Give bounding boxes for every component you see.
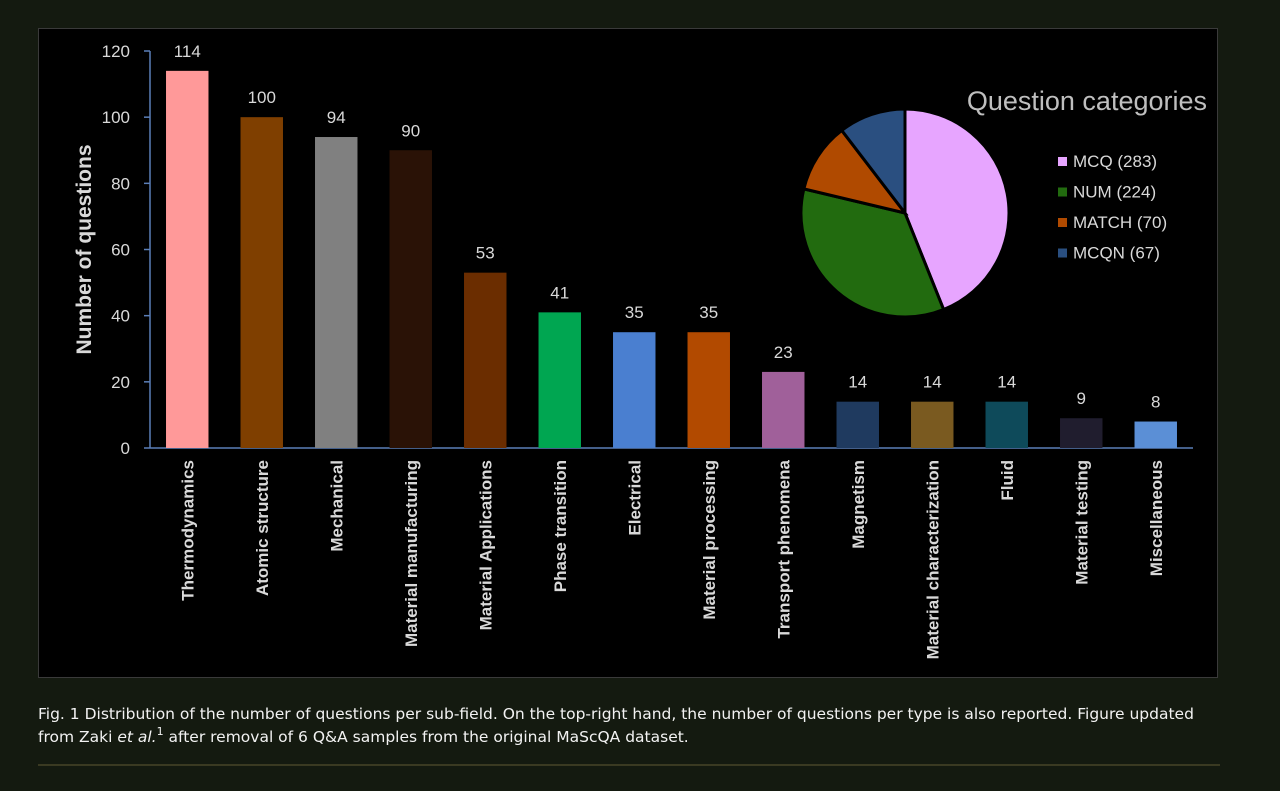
legend-label-3: MCQN (67) (1073, 244, 1160, 263)
legend-swatch-2 (1058, 218, 1067, 227)
bar-value-label-13: 8 (1151, 393, 1160, 412)
y-axis-title: Number of questions (73, 144, 96, 354)
category-label-7: Material processing (700, 460, 719, 620)
bar-value-label-5: 41 (550, 283, 569, 302)
bar-8 (762, 371, 805, 448)
legend-label-0: MCQ (283) (1073, 152, 1157, 171)
category-label-8: Transport phenomena (774, 459, 793, 638)
legend-label-1: NUM (224) (1073, 183, 1156, 202)
bar-value-label-2: 94 (327, 108, 346, 127)
pie-title: Question categories (967, 86, 1207, 116)
bar-value-label-10: 14 (923, 373, 942, 392)
caption-etal: et al. (117, 728, 157, 746)
pie-slice-1 (799, 187, 946, 319)
category-label-9: Magnetism (849, 460, 868, 549)
category-label-1: Atomic structure (253, 460, 272, 596)
y-tick-label-3: 60 (111, 241, 130, 260)
y-tick-label-6: 120 (102, 42, 130, 61)
caption-text: Fig. 1 Distribution of the number of que… (38, 705, 1194, 746)
divider (38, 764, 1220, 766)
bar-3 (389, 150, 432, 448)
legend-label-2: MATCH (70) (1073, 213, 1167, 232)
pie-slice-0 (903, 107, 1011, 312)
y-tick-label-1: 20 (111, 373, 130, 392)
bar-4 (464, 272, 507, 448)
y-tick-label-2: 40 (111, 307, 130, 326)
figure-panel: 0 20 40 60 80 100 120 Number of questions 114 The… (38, 28, 1218, 678)
bar-10 (911, 401, 954, 448)
legend-swatch-1 (1058, 187, 1067, 197)
bar-0 (166, 70, 209, 448)
bar-value-label-8: 23 (774, 343, 793, 362)
y-tick-label-0: 0 (121, 439, 130, 458)
bar-value-label-6: 35 (625, 303, 644, 322)
caption-text-end: after removal of 6 Q&A samples from the … (163, 728, 689, 746)
bar-12 (1060, 418, 1103, 448)
chart-canvas: 0 20 40 60 80 100 120 Number of questions 114 The… (73, 42, 1207, 660)
bar-value-label-7: 35 (699, 303, 718, 322)
bar-7 (687, 332, 730, 448)
bar-value-label-1: 100 (248, 88, 276, 107)
bar-5 (538, 312, 581, 448)
bar-value-label-12: 9 (1077, 389, 1086, 408)
category-label-5: Phase transition (551, 460, 570, 592)
legend-swatch-0 (1058, 157, 1067, 166)
category-label-4: Material Applications (476, 460, 495, 630)
bar-11 (985, 401, 1028, 448)
bar-9 (836, 401, 879, 448)
bar-6 (613, 332, 656, 448)
bar-value-label-11: 14 (997, 373, 1016, 392)
bar-value-label-0: 114 (174, 42, 201, 61)
bar-1 (240, 117, 283, 449)
pie-slice-3 (839, 107, 907, 218)
bar-2 (315, 137, 358, 448)
category-label-11: Fluid (998, 460, 1017, 501)
category-label-6: Electrical (625, 460, 644, 536)
bar-value-label-4: 53 (476, 244, 495, 263)
category-label-3: Material manufacturing (402, 460, 421, 647)
category-label-2: Mechanical (327, 460, 346, 552)
category-label-13: Miscellaneous (1147, 460, 1166, 576)
bar-value-label-3: 90 (401, 121, 420, 140)
caption-reference: 1 (156, 725, 164, 738)
category-label-12: Material testing (1072, 460, 1091, 585)
bar-value-label-9: 14 (848, 373, 867, 392)
category-label-0: Thermodynamics (178, 460, 197, 601)
category-label-10: Material characterization (923, 460, 942, 659)
y-tick-label-5: 100 (102, 108, 130, 127)
figure-caption: Fig. 1 Distribution of the number of que… (38, 703, 1228, 749)
bar-13 (1134, 421, 1177, 448)
legend-swatch-3 (1058, 248, 1067, 258)
y-tick-label-4: 80 (111, 174, 130, 193)
